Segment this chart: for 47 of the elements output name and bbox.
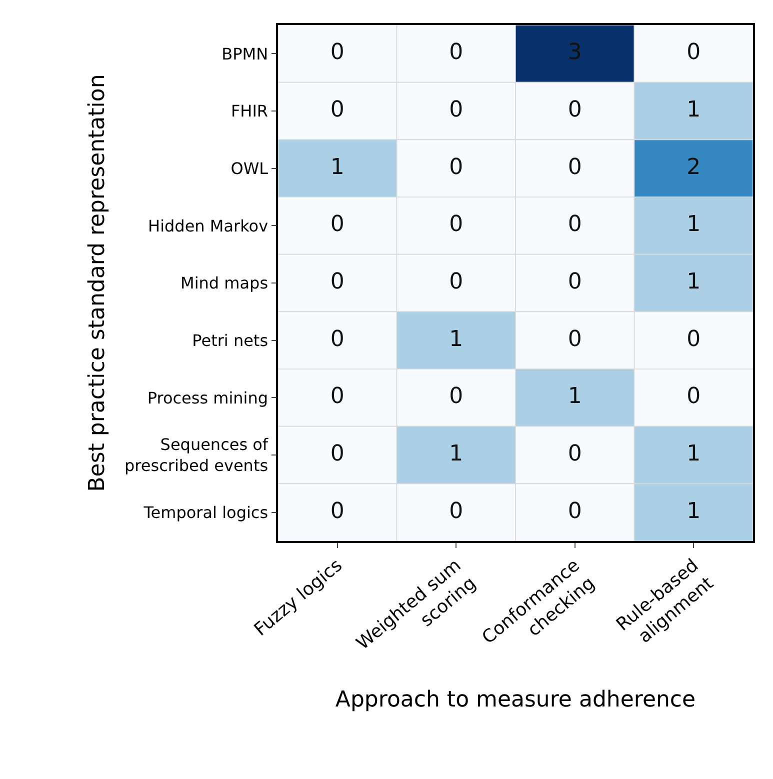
data-label: 0 xyxy=(568,442,582,466)
y-tick-label: Mind maps xyxy=(180,274,268,293)
data-label: 0 xyxy=(449,40,464,66)
data-label: 1 xyxy=(449,442,464,466)
data-label: 0 xyxy=(568,498,582,524)
data-label: 0 xyxy=(449,270,464,294)
y-tick-label: Hidden Markov xyxy=(148,216,268,236)
data-label: 0 xyxy=(330,498,344,524)
data-label: 0 xyxy=(686,384,701,410)
data-label: 0 xyxy=(449,98,464,122)
data-label: 0 xyxy=(568,270,582,294)
data-label: 0 xyxy=(330,40,344,66)
data-label: 0 xyxy=(686,326,701,352)
data-label: 1 xyxy=(686,498,701,524)
data-label: 1 xyxy=(449,326,464,352)
data-label: 0 xyxy=(449,154,464,180)
data-label: 0 xyxy=(449,384,464,410)
data-label: 0 xyxy=(568,154,582,180)
y-tick-label: BPMN xyxy=(222,44,268,64)
y-tick-label: Petri nets xyxy=(192,330,268,350)
data-label: 0 xyxy=(330,384,344,410)
data-label: 1 xyxy=(686,212,701,238)
data-label: 0 xyxy=(330,326,344,352)
data-label: 0 xyxy=(449,498,464,524)
y-tick-label: Temporal logics xyxy=(142,502,268,522)
data-label: 0 xyxy=(568,326,582,352)
data-label: 1 xyxy=(686,270,701,294)
data-label: 0 xyxy=(568,212,582,238)
x-axis-title: Approach to measure adherence xyxy=(335,687,696,712)
data-label: 0 xyxy=(330,98,344,122)
data-label: 1 xyxy=(568,384,582,410)
data-label: 1 xyxy=(686,442,701,466)
data-label: 1 xyxy=(330,154,344,180)
y-axis-title: Best practice standard representation xyxy=(84,74,110,492)
y-tick-label: Sequences of prescribed events xyxy=(124,435,268,475)
data-label: 0 xyxy=(330,442,344,466)
data-label: 1 xyxy=(686,98,701,122)
y-tick-label: FHIR xyxy=(230,102,268,121)
data-label: 0 xyxy=(686,40,701,66)
data-label: 0 xyxy=(449,212,464,238)
data-label: 0 xyxy=(568,98,582,122)
y-tick-label: OWL xyxy=(230,158,268,178)
data-label: 0 xyxy=(330,212,344,238)
data-label: 0 xyxy=(330,270,344,294)
data-label: 3 xyxy=(568,40,582,66)
y-tick-label: Process mining xyxy=(147,388,268,408)
data-label: 2 xyxy=(686,154,701,180)
